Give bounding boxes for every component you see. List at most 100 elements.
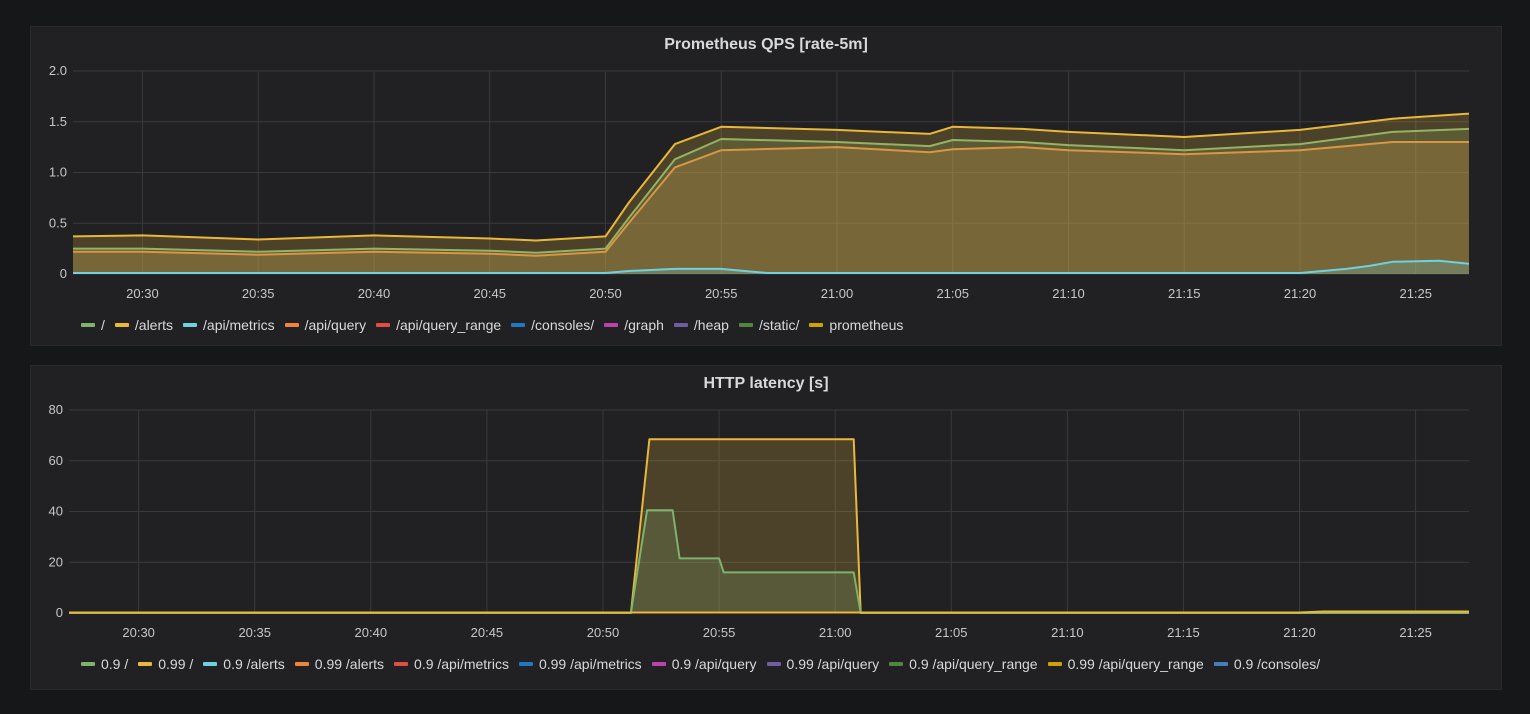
y-tick-label: 20 <box>49 554 63 569</box>
legend-swatch <box>738 323 753 327</box>
legend-swatch <box>673 323 688 327</box>
y-tick-label: 0 <box>60 266 67 281</box>
legend-swatch <box>81 323 95 327</box>
y-tick-label: 40 <box>49 504 63 519</box>
legend-item[interactable]: /alerts <box>114 317 174 333</box>
series-area <box>73 113 1469 274</box>
legend-label: 0.9 /alerts <box>223 656 285 672</box>
legend-item[interactable]: /api/metrics <box>183 317 275 333</box>
latency-panel: HTTP latency [s] 0 20 40 60 80 20:30 20:35 20:4… <box>30 365 1502 690</box>
legend-label: 0.9 /api/metrics <box>414 656 509 672</box>
legend-swatch <box>1213 662 1228 666</box>
y-tick-label: 1.5 <box>49 114 67 129</box>
series-area <box>69 510 1469 613</box>
x-tick-label: 21:25 <box>1399 286 1432 301</box>
x-tick-label: 21:05 <box>935 625 968 640</box>
qps-chart: 0 0.5 1.0 1.5 2.0 20:30 20:35 20:40 20:45 20:50 20… <box>49 63 1470 301</box>
legend-item[interactable]: 0.9 /alerts <box>203 656 285 672</box>
series-line[interactable] <box>73 259 1470 274</box>
qps-legend: / /alerts/api/metrics/api/query/api/query… <box>81 317 1491 333</box>
legend-swatch <box>394 662 409 666</box>
series-line[interactable] <box>69 509 1469 614</box>
x-tick-label: 20:30 <box>122 625 155 640</box>
legend-item[interactable]: 0.99 /alerts <box>294 656 385 672</box>
legend-item[interactable]: prometheus <box>809 317 903 333</box>
latency-chart: 0 20 40 60 80 20:30 20:35 20:40 20:45 20:50 20:55 2… <box>49 402 1469 640</box>
legend-item[interactable]: /api/query <box>284 317 367 333</box>
series-line[interactable] <box>73 127 1470 254</box>
x-tick-label: 21:20 <box>1284 286 1317 301</box>
legend-swatch <box>889 662 904 666</box>
legend-swatch <box>294 662 309 666</box>
y-tick-label: 60 <box>49 453 63 468</box>
legend-item[interactable]: 0.9 /api/query <box>651 656 757 672</box>
legend-label: 0.9 / <box>101 656 129 672</box>
series-line[interactable] <box>69 610 1469 614</box>
x-tick-label: 21:00 <box>821 286 854 301</box>
legend-swatch <box>651 662 666 666</box>
legend-item[interactable]: 0.99 /api/metrics <box>518 656 642 672</box>
legend-item[interactable]: 0.9 / <box>81 656 128 672</box>
legend-item[interactable]: /graph <box>604 317 664 333</box>
legend-swatch <box>809 323 824 327</box>
legend-label: /api/metrics <box>203 317 275 333</box>
legend-item[interactable]: 0.99 / <box>138 656 193 672</box>
legend-swatch <box>604 323 619 327</box>
legend-swatch <box>114 323 129 327</box>
x-tick-label: 21:10 <box>1052 286 1085 301</box>
x-tick-label: 21:05 <box>936 286 969 301</box>
legend-label: 0.99 /api/metrics <box>538 656 642 672</box>
series-area <box>73 260 1469 274</box>
legend-item[interactable]: /consoles/ <box>511 317 594 333</box>
legend-item[interactable]: 0.9 /consoles/ <box>1213 656 1321 672</box>
legend-item[interactable]: 0.9 /api/metrics <box>394 656 509 672</box>
latency-legend: 0.9 / 0.99 / 0.9 /alerts 0.99 /alerts 0.9 /a… <box>81 656 1491 672</box>
x-tick-label: 21:20 <box>1283 625 1316 640</box>
series-line[interactable] <box>72 112 1470 242</box>
x-tick-label: 20:55 <box>703 625 736 640</box>
legend-label: /consoles/ <box>531 317 595 333</box>
legend-label: / <box>101 317 105 333</box>
legend-label: /static/ <box>758 317 800 333</box>
legend-label: 0.9 /consoles/ <box>1233 656 1321 672</box>
legend-label: /api/query_range <box>396 317 502 333</box>
x-tick-label: 20:40 <box>358 286 391 301</box>
x-tick-label: 21:25 <box>1399 625 1432 640</box>
legend-item[interactable]: 0.9 /api/query_range <box>889 656 1038 672</box>
legend-label: 0.99 /api/query_range <box>1067 656 1204 672</box>
legend-item[interactable]: /static/ <box>738 317 800 333</box>
legend-item[interactable]: / <box>81 317 105 333</box>
y-tick-label: 0 <box>56 605 63 620</box>
legend-label: /alerts <box>134 317 174 333</box>
legend-item[interactable]: /api/query_range <box>376 317 501 333</box>
legend-swatch <box>1047 662 1062 666</box>
legend-label: /graph <box>624 317 664 333</box>
latency-panel-title[interactable]: HTTP latency [s] <box>703 375 829 392</box>
x-tick-label: 20:40 <box>355 625 388 640</box>
legend-label: prometheus <box>829 317 904 333</box>
x-tick-label: 20:45 <box>473 286 506 301</box>
legend-label: 0.9 /api/query_range <box>909 656 1038 672</box>
legend-label: /heap <box>693 317 729 333</box>
x-tick-label: 20:55 <box>705 286 738 301</box>
legend-item[interactable]: /heap <box>673 317 729 333</box>
series-area <box>73 128 1469 274</box>
series-area <box>73 142 1469 274</box>
legend-label: /api/query <box>304 317 367 333</box>
series-line[interactable] <box>73 141 1469 257</box>
legend-label: 0.99 /api/query <box>786 656 880 672</box>
x-tick-label: 21:15 <box>1167 625 1200 640</box>
x-tick-label: 20:50 <box>589 286 622 301</box>
qps-panel-title[interactable]: Prometheus QPS [rate-5m] <box>664 36 868 53</box>
legend-swatch <box>766 662 781 666</box>
legend-swatch <box>138 662 153 666</box>
y-tick-label: 1.0 <box>49 165 67 180</box>
legend-label: 0.99 /alerts <box>314 656 385 672</box>
series-area <box>69 439 1469 613</box>
x-tick-label: 20:50 <box>587 625 620 640</box>
legend-item[interactable]: 0.99 /api/query <box>766 656 880 672</box>
legend-swatch <box>518 662 533 666</box>
x-tick-label: 21:15 <box>1168 286 1201 301</box>
x-tick-label: 21:00 <box>819 625 852 640</box>
legend-item[interactable]: 0.99 /api/query_range <box>1047 656 1204 672</box>
